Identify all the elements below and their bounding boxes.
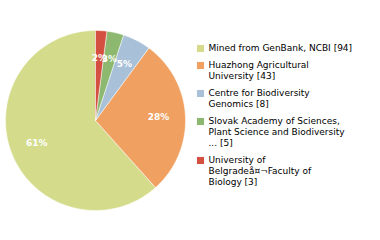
svg-text:Slovak Academy of Sciences,Pla: Slovak Academy of Sciences,Plant Science… [209,116,346,148]
svg-text:3%: 3% [101,53,117,64]
svg-text:Huazhong AgriculturalUniversit: Huazhong AgriculturalUniversity [43] [209,60,309,81]
svg-text:5%: 5% [117,59,132,69]
svg-text:28%: 28% [148,112,170,122]
svg-text:Mined from GenBank, NCBI [94]: Mined from GenBank, NCBI [94] [209,43,353,53]
svg-text:Centre for BiodiversityGenomic: Centre for BiodiversityGenomics [8] [209,88,311,109]
svg-text:2%: 2% [92,53,107,63]
svg-text:University ofBelgradeå¤¬Facult: University ofBelgradeå¤¬Faculty ofBiolog… [209,155,312,187]
svg-text:61%: 61% [26,138,48,148]
